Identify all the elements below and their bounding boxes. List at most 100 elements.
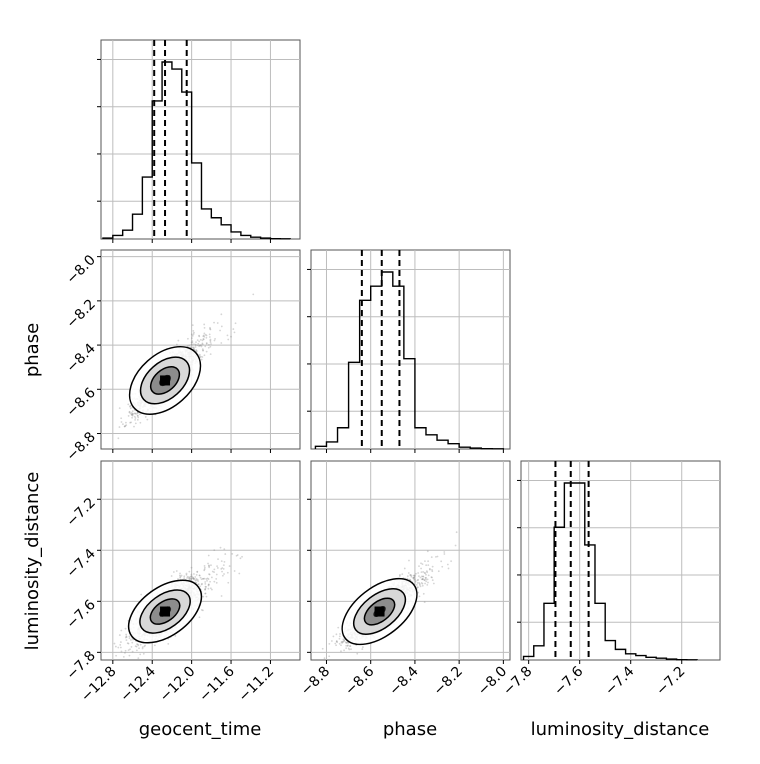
scatter-point	[432, 566, 434, 568]
scatter-point	[128, 635, 130, 637]
scatter-point	[420, 568, 422, 570]
scatter-point	[427, 579, 429, 581]
scatter-point	[196, 579, 198, 581]
scatter-point	[215, 578, 217, 580]
scatter-point	[154, 644, 156, 646]
scatter-point	[206, 580, 208, 582]
scatter-point	[197, 344, 199, 346]
scatter-point	[240, 557, 242, 559]
scatter-point	[134, 412, 136, 414]
scatter-point	[209, 336, 211, 338]
scatter-point	[194, 576, 196, 578]
scatter-point	[125, 424, 127, 426]
scatter-point	[125, 634, 127, 636]
scatter-point	[176, 344, 178, 346]
scatter-point	[193, 573, 195, 575]
scatter-point	[210, 587, 212, 589]
scatter-point	[216, 565, 218, 567]
scatter-point	[200, 356, 202, 358]
scatter-point	[420, 562, 422, 564]
scatter-point	[214, 338, 216, 340]
scatter-point	[224, 561, 226, 563]
panel-hist-geocent_time	[97, 40, 300, 243]
scatter-point	[191, 344, 193, 346]
scatter-point	[204, 327, 206, 329]
scatter-point	[167, 643, 169, 645]
scatter-point	[131, 642, 133, 644]
scatter-point	[117, 647, 119, 649]
scatter-point	[129, 411, 131, 413]
scatter-point	[418, 565, 420, 567]
x-tick-label: −12.0	[157, 664, 199, 706]
scatter-point	[208, 347, 210, 349]
scatter-point	[399, 574, 401, 576]
scatter-point	[234, 331, 236, 333]
scatter-point	[130, 639, 132, 641]
scatter-point	[202, 350, 204, 352]
scatter-point	[134, 416, 136, 418]
scatter-point	[135, 422, 137, 424]
y-tick-label: −8.0	[63, 252, 98, 287]
scatter-point	[196, 574, 198, 576]
scatter-point	[201, 609, 203, 611]
scatter-point	[208, 555, 210, 557]
scatter-point	[131, 646, 133, 648]
scatter-point	[206, 343, 208, 345]
scatter-point	[129, 637, 131, 639]
scatter-point	[235, 322, 237, 324]
scatter-point	[438, 570, 440, 572]
scatter-point	[343, 639, 345, 641]
scatter-point	[179, 572, 181, 574]
scatter-point	[343, 649, 345, 651]
x-tick-label: −11.2	[236, 664, 278, 706]
scatter-point	[139, 422, 141, 424]
scatter-point	[456, 531, 458, 533]
scatter-point	[441, 566, 443, 568]
scatter-point	[119, 634, 121, 636]
scatter-point	[188, 576, 190, 578]
scatter-point	[425, 577, 427, 579]
scatter-point	[217, 322, 219, 324]
scatter-point	[129, 406, 131, 408]
scatter-point	[427, 582, 429, 584]
scatter-point	[419, 595, 421, 597]
scatter-point	[208, 565, 210, 567]
x-tick-label: −12.4	[117, 663, 159, 705]
scatter-point	[328, 655, 330, 657]
scatter-point	[132, 651, 134, 653]
scatter-point	[435, 556, 437, 558]
scatter-point	[322, 648, 324, 650]
scatter-point	[137, 419, 139, 421]
scatter-point	[423, 593, 425, 595]
scatter-point	[208, 578, 210, 580]
scatter-point	[203, 569, 205, 571]
scatter-point	[124, 652, 126, 654]
scatter-point	[201, 578, 203, 580]
scatter-point	[137, 657, 139, 659]
scatter-point	[139, 654, 141, 656]
scatter-point	[187, 338, 189, 340]
scatter-point	[201, 343, 203, 345]
scatter-point	[136, 649, 138, 651]
scatter-point	[202, 338, 204, 340]
scatter-point	[346, 642, 348, 644]
scatter-point	[424, 572, 426, 574]
scatter-point	[202, 596, 204, 598]
scatter-point	[220, 313, 222, 315]
scatter-point	[183, 575, 185, 577]
scatter-point	[179, 577, 181, 579]
scatter-point	[120, 647, 122, 649]
scatter-point	[197, 339, 199, 341]
scatter-point	[132, 410, 134, 412]
scatter-point	[188, 571, 190, 573]
scatter-point	[425, 564, 427, 566]
scatter-point	[128, 415, 130, 417]
scatter-point	[221, 560, 223, 562]
scatter-point	[129, 655, 131, 657]
scatter-point	[192, 347, 194, 349]
scatter-point	[241, 556, 243, 558]
scatter-point	[145, 416, 147, 418]
scatter-point	[204, 581, 206, 583]
